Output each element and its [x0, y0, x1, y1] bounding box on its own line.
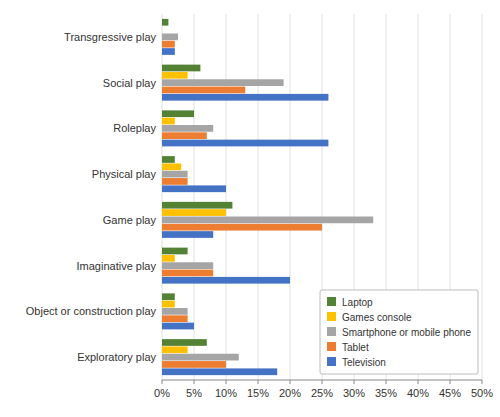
- tick-label: 45%: [439, 387, 461, 399]
- legend-box: [320, 290, 478, 374]
- bar: [162, 72, 188, 79]
- legend: Laptop Games console Smartphone or mobile …: [320, 290, 478, 374]
- legend-swatch: [327, 327, 336, 336]
- grid-line: [226, 14, 227, 380]
- grid-line: [258, 14, 259, 380]
- bar: [162, 185, 226, 192]
- bar: [162, 315, 188, 322]
- bar: [162, 368, 277, 375]
- tick-mark: [194, 380, 195, 384]
- bar: [162, 110, 194, 117]
- bar: [162, 178, 188, 185]
- bar: [162, 94, 328, 101]
- bar: [162, 156, 175, 163]
- bar: [162, 79, 284, 86]
- chart: 0% 5% 10% 15% 20% 25% 30% 35% 40% 45% 50% Transgres…: [0, 0, 500, 417]
- bar: [162, 65, 200, 72]
- tick-label: 15%: [247, 387, 269, 399]
- bar: [162, 209, 226, 216]
- tick-label: 35%: [375, 387, 397, 399]
- bar: [162, 132, 207, 139]
- category-label: Physical play: [92, 168, 157, 180]
- bar: [162, 118, 175, 125]
- bar: [162, 231, 213, 238]
- tick-label: 25%: [311, 387, 333, 399]
- bar: [162, 41, 175, 48]
- bar: [162, 26, 163, 33]
- bar: [162, 361, 226, 368]
- y-axis: Transgressive play Social play Roleplay Phy…: [26, 31, 157, 363]
- tick-label: 10%: [215, 387, 237, 399]
- legend-label: Games console: [342, 312, 412, 323]
- bar: [162, 346, 188, 353]
- bar: [162, 301, 175, 308]
- bar: [162, 125, 213, 132]
- legend-swatch: [327, 342, 336, 351]
- bar: [162, 87, 245, 94]
- x-axis-line: [162, 380, 482, 381]
- bar: [162, 202, 232, 209]
- tick-label: 40%: [407, 387, 429, 399]
- bar: [162, 270, 213, 277]
- bar: [162, 163, 181, 170]
- bar: [162, 19, 168, 26]
- bar: [162, 255, 175, 262]
- tick-label: 50%: [471, 387, 493, 399]
- bar: [162, 224, 322, 231]
- bar: [162, 262, 213, 269]
- category-label: Game play: [103, 214, 157, 226]
- bar: [162, 293, 175, 300]
- grid: [162, 14, 482, 380]
- category-label: Social play: [103, 77, 157, 89]
- legend-swatch: [327, 357, 336, 366]
- bar: [162, 48, 175, 55]
- grid-line: [482, 14, 483, 380]
- bar: [162, 308, 188, 315]
- bar: [162, 323, 194, 330]
- bar: [162, 354, 239, 361]
- legend-swatch: [327, 312, 336, 321]
- tick-label: 5%: [186, 387, 202, 399]
- tick-mark: [258, 380, 259, 384]
- tick-mark: [162, 380, 163, 384]
- bar: [162, 277, 290, 284]
- tick-mark: [450, 380, 451, 384]
- bar: [162, 217, 373, 224]
- tick-mark: [322, 380, 323, 384]
- category-label: Object or construction play: [26, 305, 157, 317]
- tick-mark: [418, 380, 419, 384]
- bar: [162, 248, 188, 255]
- bar: [162, 339, 207, 346]
- tick-mark: [354, 380, 355, 384]
- legend-label: Smartphone or mobile phone: [342, 327, 471, 338]
- grid-line: [290, 14, 291, 380]
- legend-swatch: [327, 297, 336, 306]
- bar: [162, 34, 178, 41]
- tick-mark: [290, 380, 291, 384]
- legend-label: Tablet: [342, 342, 369, 353]
- category-label: Roleplay: [113, 122, 156, 134]
- legend-label: Television: [342, 357, 386, 368]
- legend-label: Laptop: [342, 297, 373, 308]
- tick-mark: [482, 380, 483, 384]
- category-label: Imaginative play: [77, 260, 157, 272]
- bar: [162, 140, 328, 147]
- category-label: Exploratory play: [77, 351, 156, 363]
- tick-label: 30%: [343, 387, 365, 399]
- tick-label: 0%: [154, 387, 170, 399]
- x-axis: 0% 5% 10% 15% 20% 25% 30% 35% 40% 45% 50%: [154, 380, 493, 399]
- bar: [162, 171, 188, 178]
- category-label: Transgressive play: [64, 31, 156, 43]
- tick-mark: [386, 380, 387, 384]
- tick-label: 20%: [279, 387, 301, 399]
- tick-mark: [226, 380, 227, 384]
